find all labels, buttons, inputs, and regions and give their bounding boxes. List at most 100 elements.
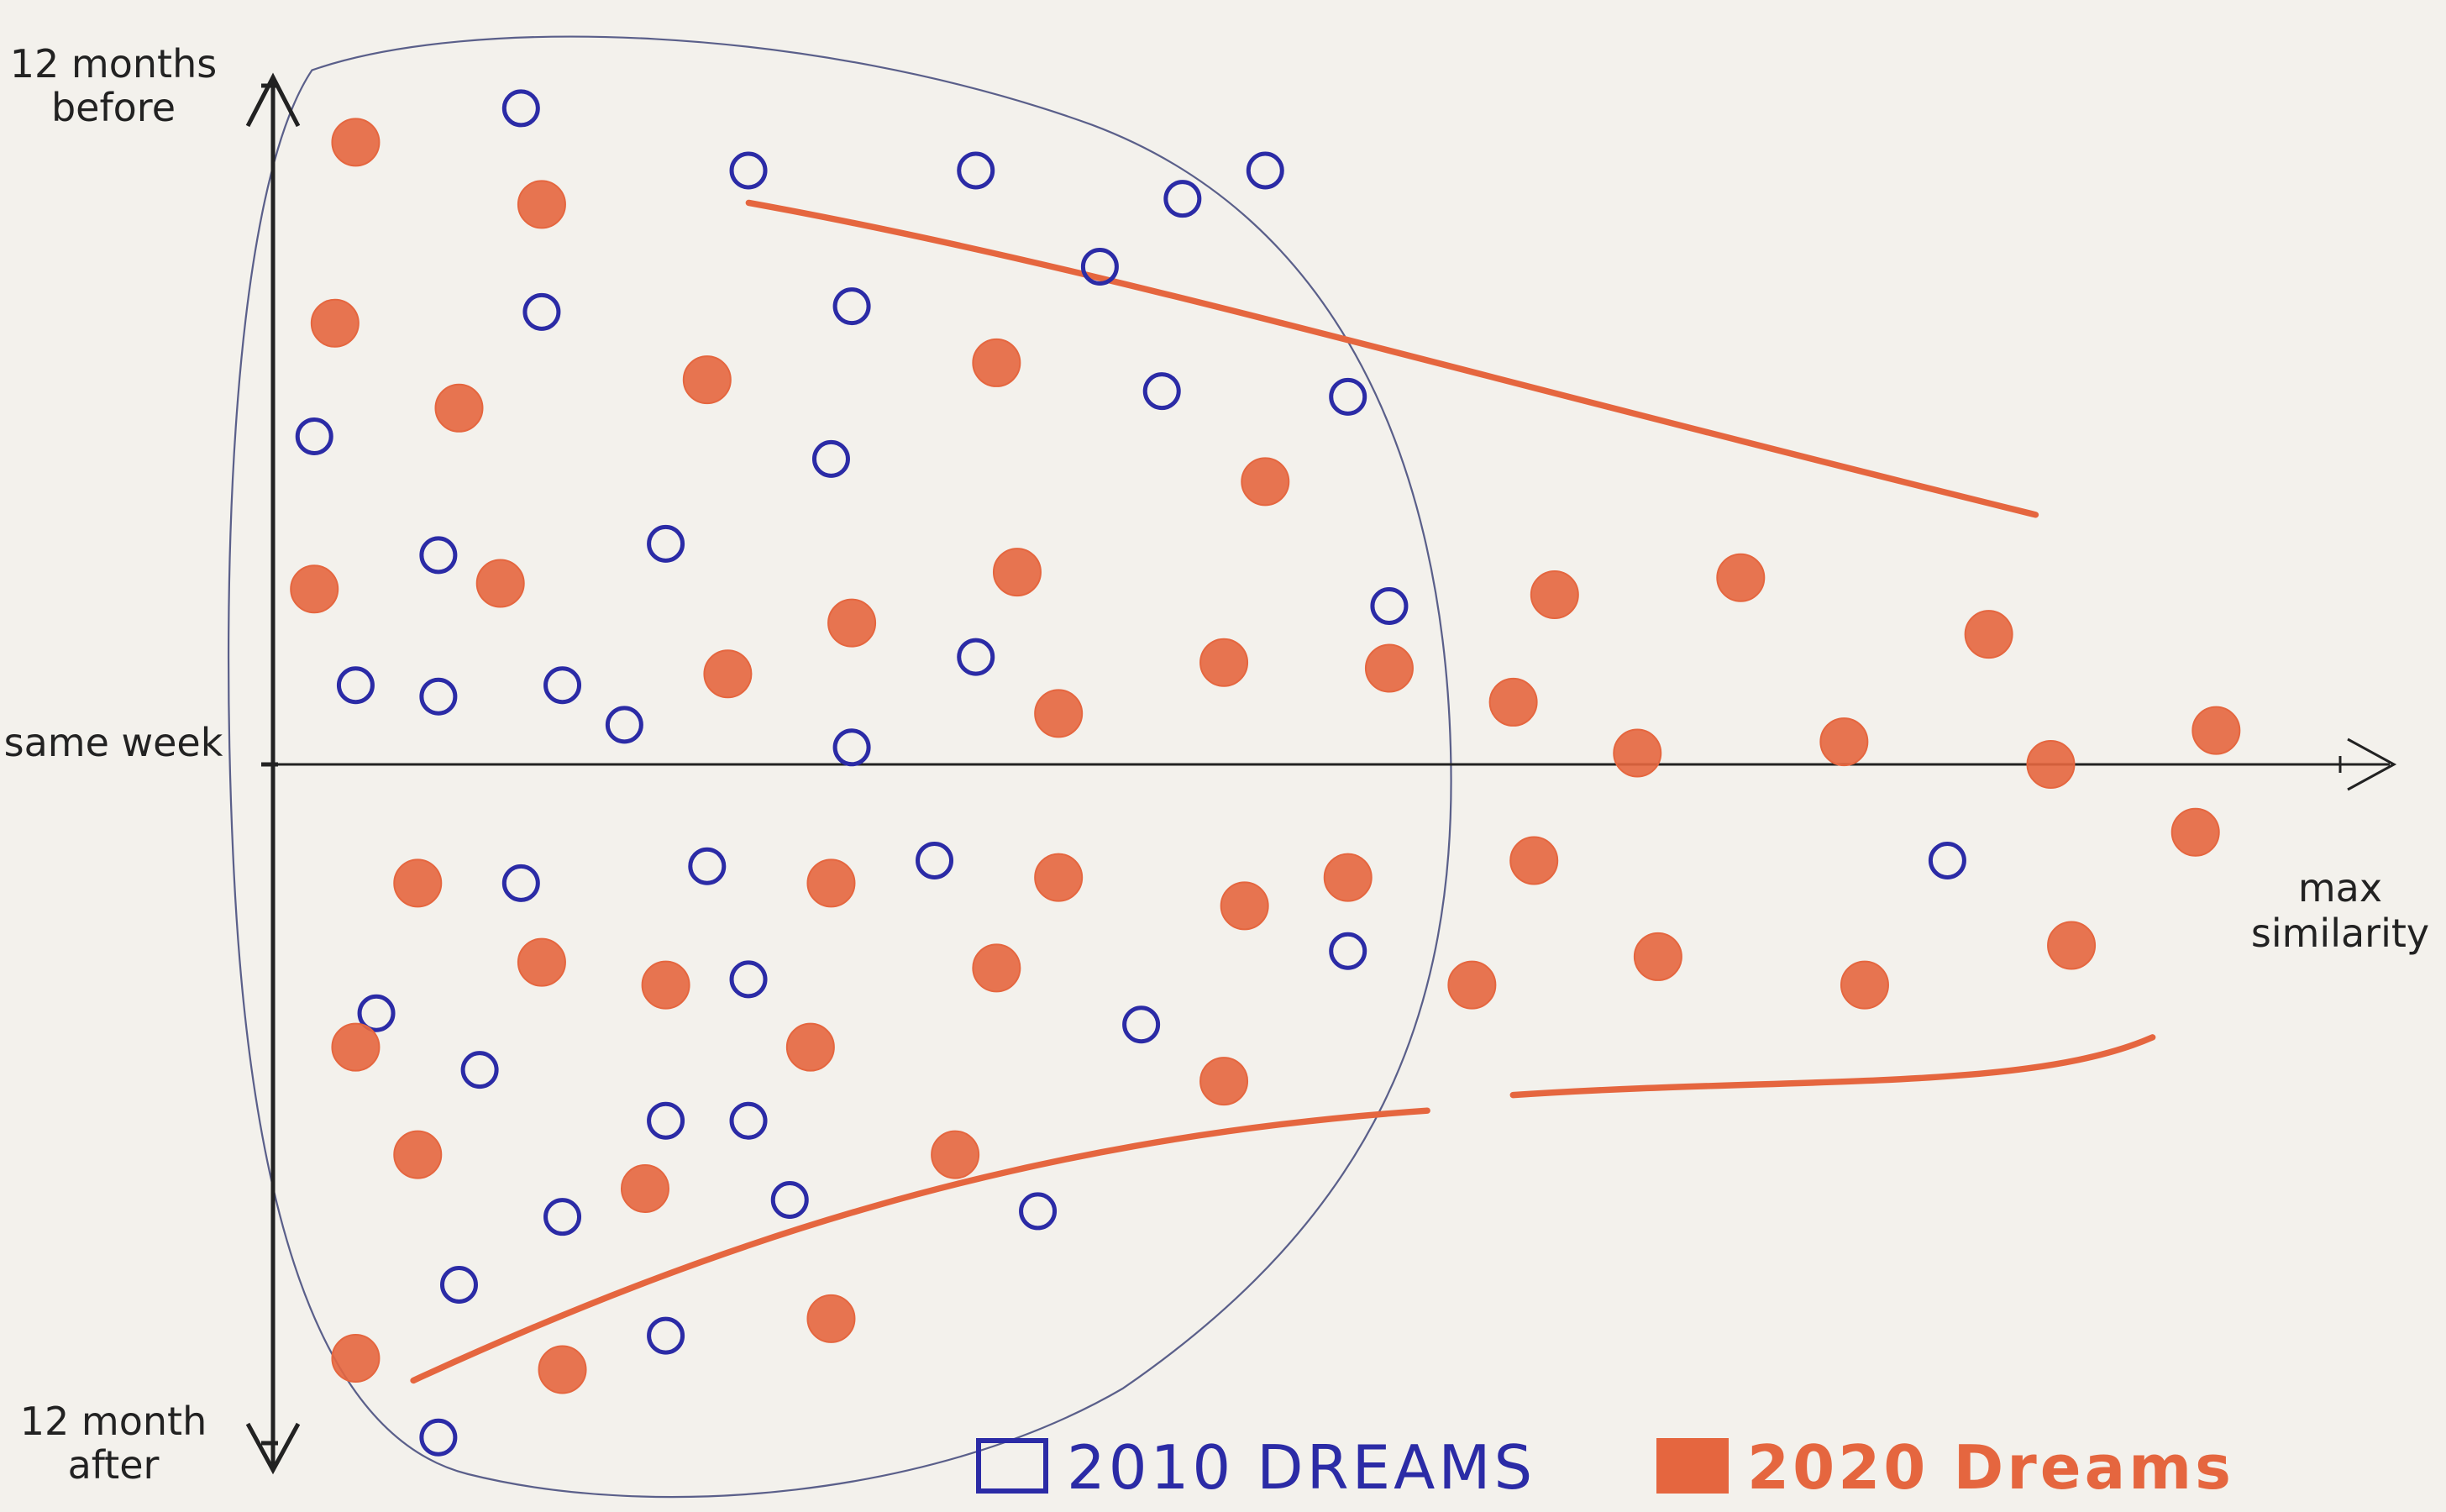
point-2010 [357, 994, 396, 1032]
legend-swatch [1656, 1438, 1729, 1494]
point-2010 [647, 1316, 685, 1355]
legend-label: 2020 Dreams [1747, 1432, 2235, 1503]
point-2020 [1323, 853, 1373, 902]
point-2010 [729, 151, 768, 190]
y-tick-label: 12 months before [9, 41, 218, 130]
point-2020 [1241, 457, 1290, 507]
y-axis-arrows [245, 72, 301, 1475]
point-2020 [1964, 610, 2013, 659]
envelope-lower [1509, 1034, 2156, 1099]
legend-swatch [976, 1438, 1048, 1494]
point-2020 [1530, 570, 1579, 619]
point-2020 [1488, 677, 1538, 727]
point-2020 [2047, 921, 2097, 970]
point-2010 [729, 960, 768, 999]
point-2010 [501, 89, 540, 128]
point-2020 [641, 960, 690, 1010]
point-2010 [419, 536, 458, 575]
point-2010 [1080, 247, 1119, 286]
point-2020 [2191, 706, 2241, 755]
y-tick-label: same week [3, 720, 223, 765]
point-2020 [827, 598, 877, 648]
x-axis-arrow [2347, 738, 2397, 791]
point-2020 [806, 858, 856, 908]
point-2020 [1447, 960, 1497, 1010]
point-2020 [972, 338, 1021, 387]
point-2010 [1163, 180, 1202, 218]
point-2010 [1928, 841, 1966, 879]
point-2010 [295, 417, 333, 455]
point-2010 [916, 841, 954, 879]
point-2020 [1199, 638, 1249, 687]
point-2020 [1364, 643, 1414, 693]
point-2020 [2170, 807, 2220, 857]
point-2020 [331, 1022, 381, 1072]
point-2020 [434, 383, 484, 433]
point-2010 [688, 847, 727, 885]
point-2010 [543, 1198, 582, 1236]
point-2010 [957, 638, 995, 676]
point-2010 [832, 728, 871, 767]
point-2010 [811, 439, 850, 478]
point-2020 [1613, 728, 1662, 778]
y-tick-label: 12 month after [19, 1399, 207, 1488]
point-2010 [336, 666, 375, 705]
point-2020 [538, 1345, 587, 1394]
point-2020 [806, 1294, 856, 1343]
cluster-outline [227, 35, 1452, 1499]
legend-label: 2010 DREAMS [1067, 1432, 1536, 1503]
sketch-decoration [227, 35, 2156, 1499]
point-2020 [1633, 932, 1682, 981]
point-2020 [1199, 1057, 1249, 1106]
point-2010 [770, 1180, 809, 1219]
point-2020 [1509, 836, 1559, 885]
point-2010 [460, 1051, 499, 1089]
point-2020 [1034, 853, 1084, 902]
point-2010 [1142, 372, 1181, 411]
point-2010 [1370, 586, 1409, 625]
point-2010 [647, 1101, 685, 1140]
point-2010 [957, 151, 995, 190]
point-2010 [1246, 151, 1284, 190]
point-2010 [522, 292, 561, 331]
point-2020 [972, 943, 1021, 993]
point-2010 [605, 706, 643, 744]
point-2010 [647, 524, 685, 563]
point-2020 [517, 180, 566, 229]
point-2010 [729, 1101, 768, 1140]
point-2010 [543, 666, 582, 705]
point-2020 [1840, 960, 1889, 1010]
point-2020 [2026, 740, 2076, 789]
point-2020 [310, 298, 360, 348]
point-2020 [682, 355, 732, 405]
point-2010 [501, 864, 540, 902]
point-2020 [992, 548, 1042, 597]
point-2020 [785, 1022, 835, 1072]
point-2020 [1819, 717, 1869, 767]
point-2020 [290, 564, 339, 614]
point-2020 [517, 937, 566, 987]
envelope-lower [410, 1107, 1430, 1384]
point-2020 [703, 649, 753, 699]
point-2010 [439, 1265, 478, 1304]
point-2010 [832, 287, 871, 326]
point-2020 [331, 1334, 381, 1383]
point-2010 [1329, 377, 1367, 416]
point-2020 [620, 1164, 669, 1213]
point-2010 [419, 677, 458, 716]
point-2020 [475, 559, 525, 608]
point-2010 [1019, 1192, 1058, 1231]
x-tick-label: max similarity [2250, 865, 2430, 956]
point-2010 [1329, 932, 1367, 970]
point-2020 [1220, 881, 1269, 931]
point-2020 [393, 858, 443, 908]
point-2010 [419, 1418, 458, 1457]
point-2020 [1034, 689, 1084, 738]
point-2020 [1716, 553, 1766, 602]
point-2020 [931, 1130, 980, 1179]
point-2020 [331, 118, 381, 167]
point-2020 [393, 1130, 443, 1179]
envelope-upper [745, 199, 2039, 518]
